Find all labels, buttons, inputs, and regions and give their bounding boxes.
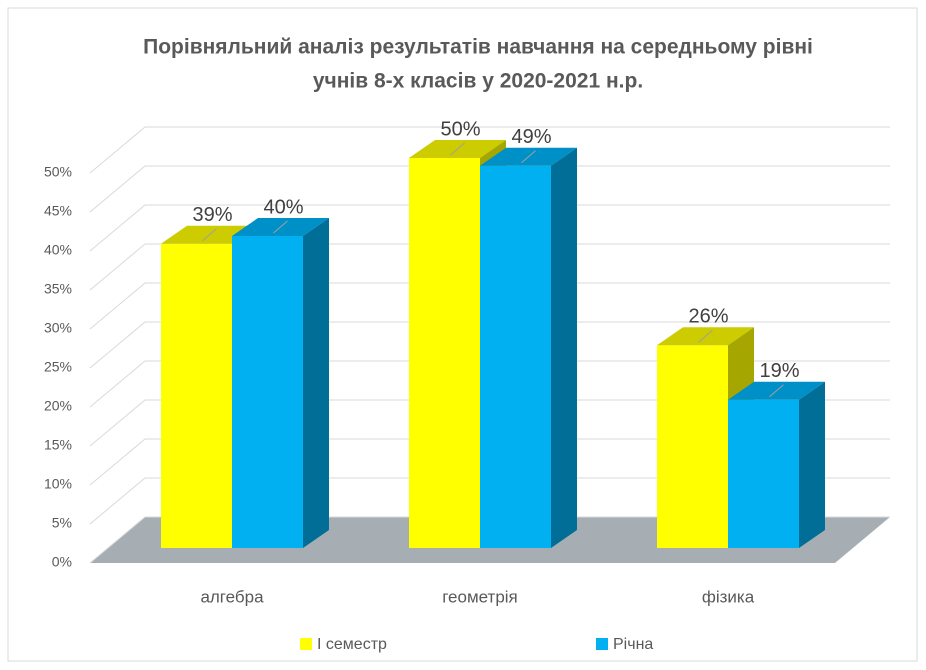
chart-title: учнів 8-х класів у 2020-2021 н.р. xyxy=(313,70,643,93)
label-leader xyxy=(450,142,465,156)
bar-side xyxy=(551,147,577,549)
bar xyxy=(161,243,232,549)
legend-label: Річна xyxy=(613,636,653,653)
value-label: 40% xyxy=(263,196,303,218)
value-label: 50% xyxy=(440,118,480,140)
grid-line xyxy=(89,282,890,330)
value-label: 49% xyxy=(511,126,551,148)
value-label: 39% xyxy=(192,204,232,226)
y-tick-label: 0% xyxy=(52,554,72,570)
bar-side xyxy=(303,218,329,548)
label-leader xyxy=(202,228,217,242)
label-leader xyxy=(273,220,288,234)
bar xyxy=(409,158,480,548)
y-tick-label: 5% xyxy=(52,515,72,531)
y-tick-label: 45% xyxy=(44,203,72,219)
y-tick-label: 50% xyxy=(44,164,72,180)
y-tick-label: 15% xyxy=(44,437,72,453)
legend-swatch xyxy=(300,638,312,650)
y-tick-label: 35% xyxy=(44,281,72,297)
legend-label: І семестр xyxy=(317,636,387,653)
bar-side xyxy=(799,381,825,548)
bar xyxy=(232,236,303,548)
label-leader xyxy=(521,150,536,164)
grid-line xyxy=(89,516,890,564)
grid-line xyxy=(89,321,890,369)
y-tick-label: 40% xyxy=(44,242,72,258)
value-label: 19% xyxy=(759,360,799,382)
bar xyxy=(480,165,551,549)
x-tick-label: геометрія xyxy=(442,587,518,606)
grid-line xyxy=(89,126,890,174)
legend-swatch xyxy=(596,638,608,650)
grid-line xyxy=(89,204,890,252)
value-label: 26% xyxy=(688,305,728,327)
grid-line xyxy=(89,399,890,447)
label-leader xyxy=(698,329,713,343)
bar xyxy=(728,399,799,548)
grid-line xyxy=(89,243,890,291)
chart-title: Порівняльний аналіз результатів навчання… xyxy=(143,36,813,59)
y-tick-label: 25% xyxy=(44,359,72,375)
grid-line xyxy=(89,438,890,486)
grid-line xyxy=(89,165,890,213)
grid-line xyxy=(89,360,890,408)
y-tick-label: 20% xyxy=(44,398,72,414)
label-leader xyxy=(769,384,784,398)
x-tick-label: алгебра xyxy=(200,587,264,606)
y-tick-label: 30% xyxy=(44,320,72,336)
x-tick-label: фізика xyxy=(702,587,755,606)
y-tick-label: 10% xyxy=(44,476,72,492)
bar xyxy=(657,345,728,548)
grid-line xyxy=(89,477,890,525)
